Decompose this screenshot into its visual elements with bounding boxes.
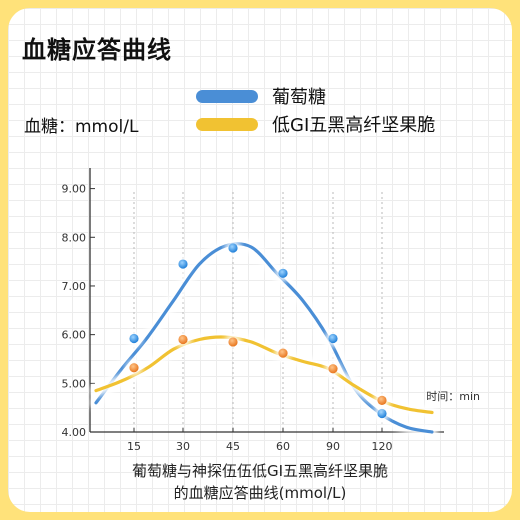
caption-line-2: 的血糖应答曲线(mmol/L) [173, 484, 347, 502]
line-chart: 4.00 5.00 6.00 7.00 8.00 9.00 15 30 45 60 90 120 时间：… [62, 168, 480, 453]
x-tick-label-3: 60 [276, 440, 290, 453]
x-axis-label: 时间：min [426, 390, 480, 403]
legend-label-glucose: 葡萄糖 [272, 87, 326, 108]
data-point-nut-crisp-5 [377, 395, 387, 405]
data-point-nut-crisp-0 [129, 363, 139, 373]
legend-swatch-glucose [196, 90, 258, 103]
y-tick-label-1: 5.00 [62, 377, 87, 390]
data-point-nut-crisp-3 [278, 348, 288, 358]
chart-caption: 葡萄糖与神探伍伍低GI五黑高纤坚果脆 的血糖应答曲线(mmol/L) [8, 460, 512, 504]
legend-label-nut-crisp: 低GI五黑高纤坚果脆 [272, 115, 436, 136]
data-point-glucose-5 [377, 408, 387, 419]
data-point-glucose-2 [228, 243, 238, 253]
data-point-nut-crisp-1 [178, 334, 188, 345]
y-tick-label-3: 7.00 [62, 280, 87, 293]
y-tick-label-2: 6.00 [62, 329, 87, 342]
y-tick-label-5: 9.00 [62, 183, 87, 196]
data-point-nut-crisp-4 [328, 364, 338, 374]
page-title: 血糖应答曲线 [22, 36, 172, 64]
data-point-glucose-0 [129, 333, 139, 344]
chart-card: 血糖应答曲线 血糖：mmol/L 葡萄糖 低GI五黑高纤坚果脆 4.00 5.00… [8, 8, 512, 512]
y-axis-label: 血糖：mmol/L [24, 117, 139, 137]
x-tick-label-5: 120 [372, 440, 393, 453]
data-point-nut-crisp-2 [228, 337, 238, 347]
caption-line-1: 葡萄糖与神探伍伍低GI五黑高纤坚果脆 [131, 462, 389, 480]
data-point-glucose-1 [178, 259, 188, 269]
x-tick-label-4: 90 [326, 440, 340, 453]
y-tick-label-0: 4.00 [62, 426, 87, 439]
data-point-glucose-3 [278, 268, 288, 278]
y-tick-label-4: 8.00 [62, 231, 87, 244]
legend-swatch-nut-crisp [196, 118, 258, 131]
x-tick-label-1: 30 [176, 440, 190, 453]
data-point-glucose-4 [328, 333, 338, 344]
x-tick-label-0: 15 [127, 440, 141, 453]
x-tick-label-2: 45 [226, 440, 240, 453]
